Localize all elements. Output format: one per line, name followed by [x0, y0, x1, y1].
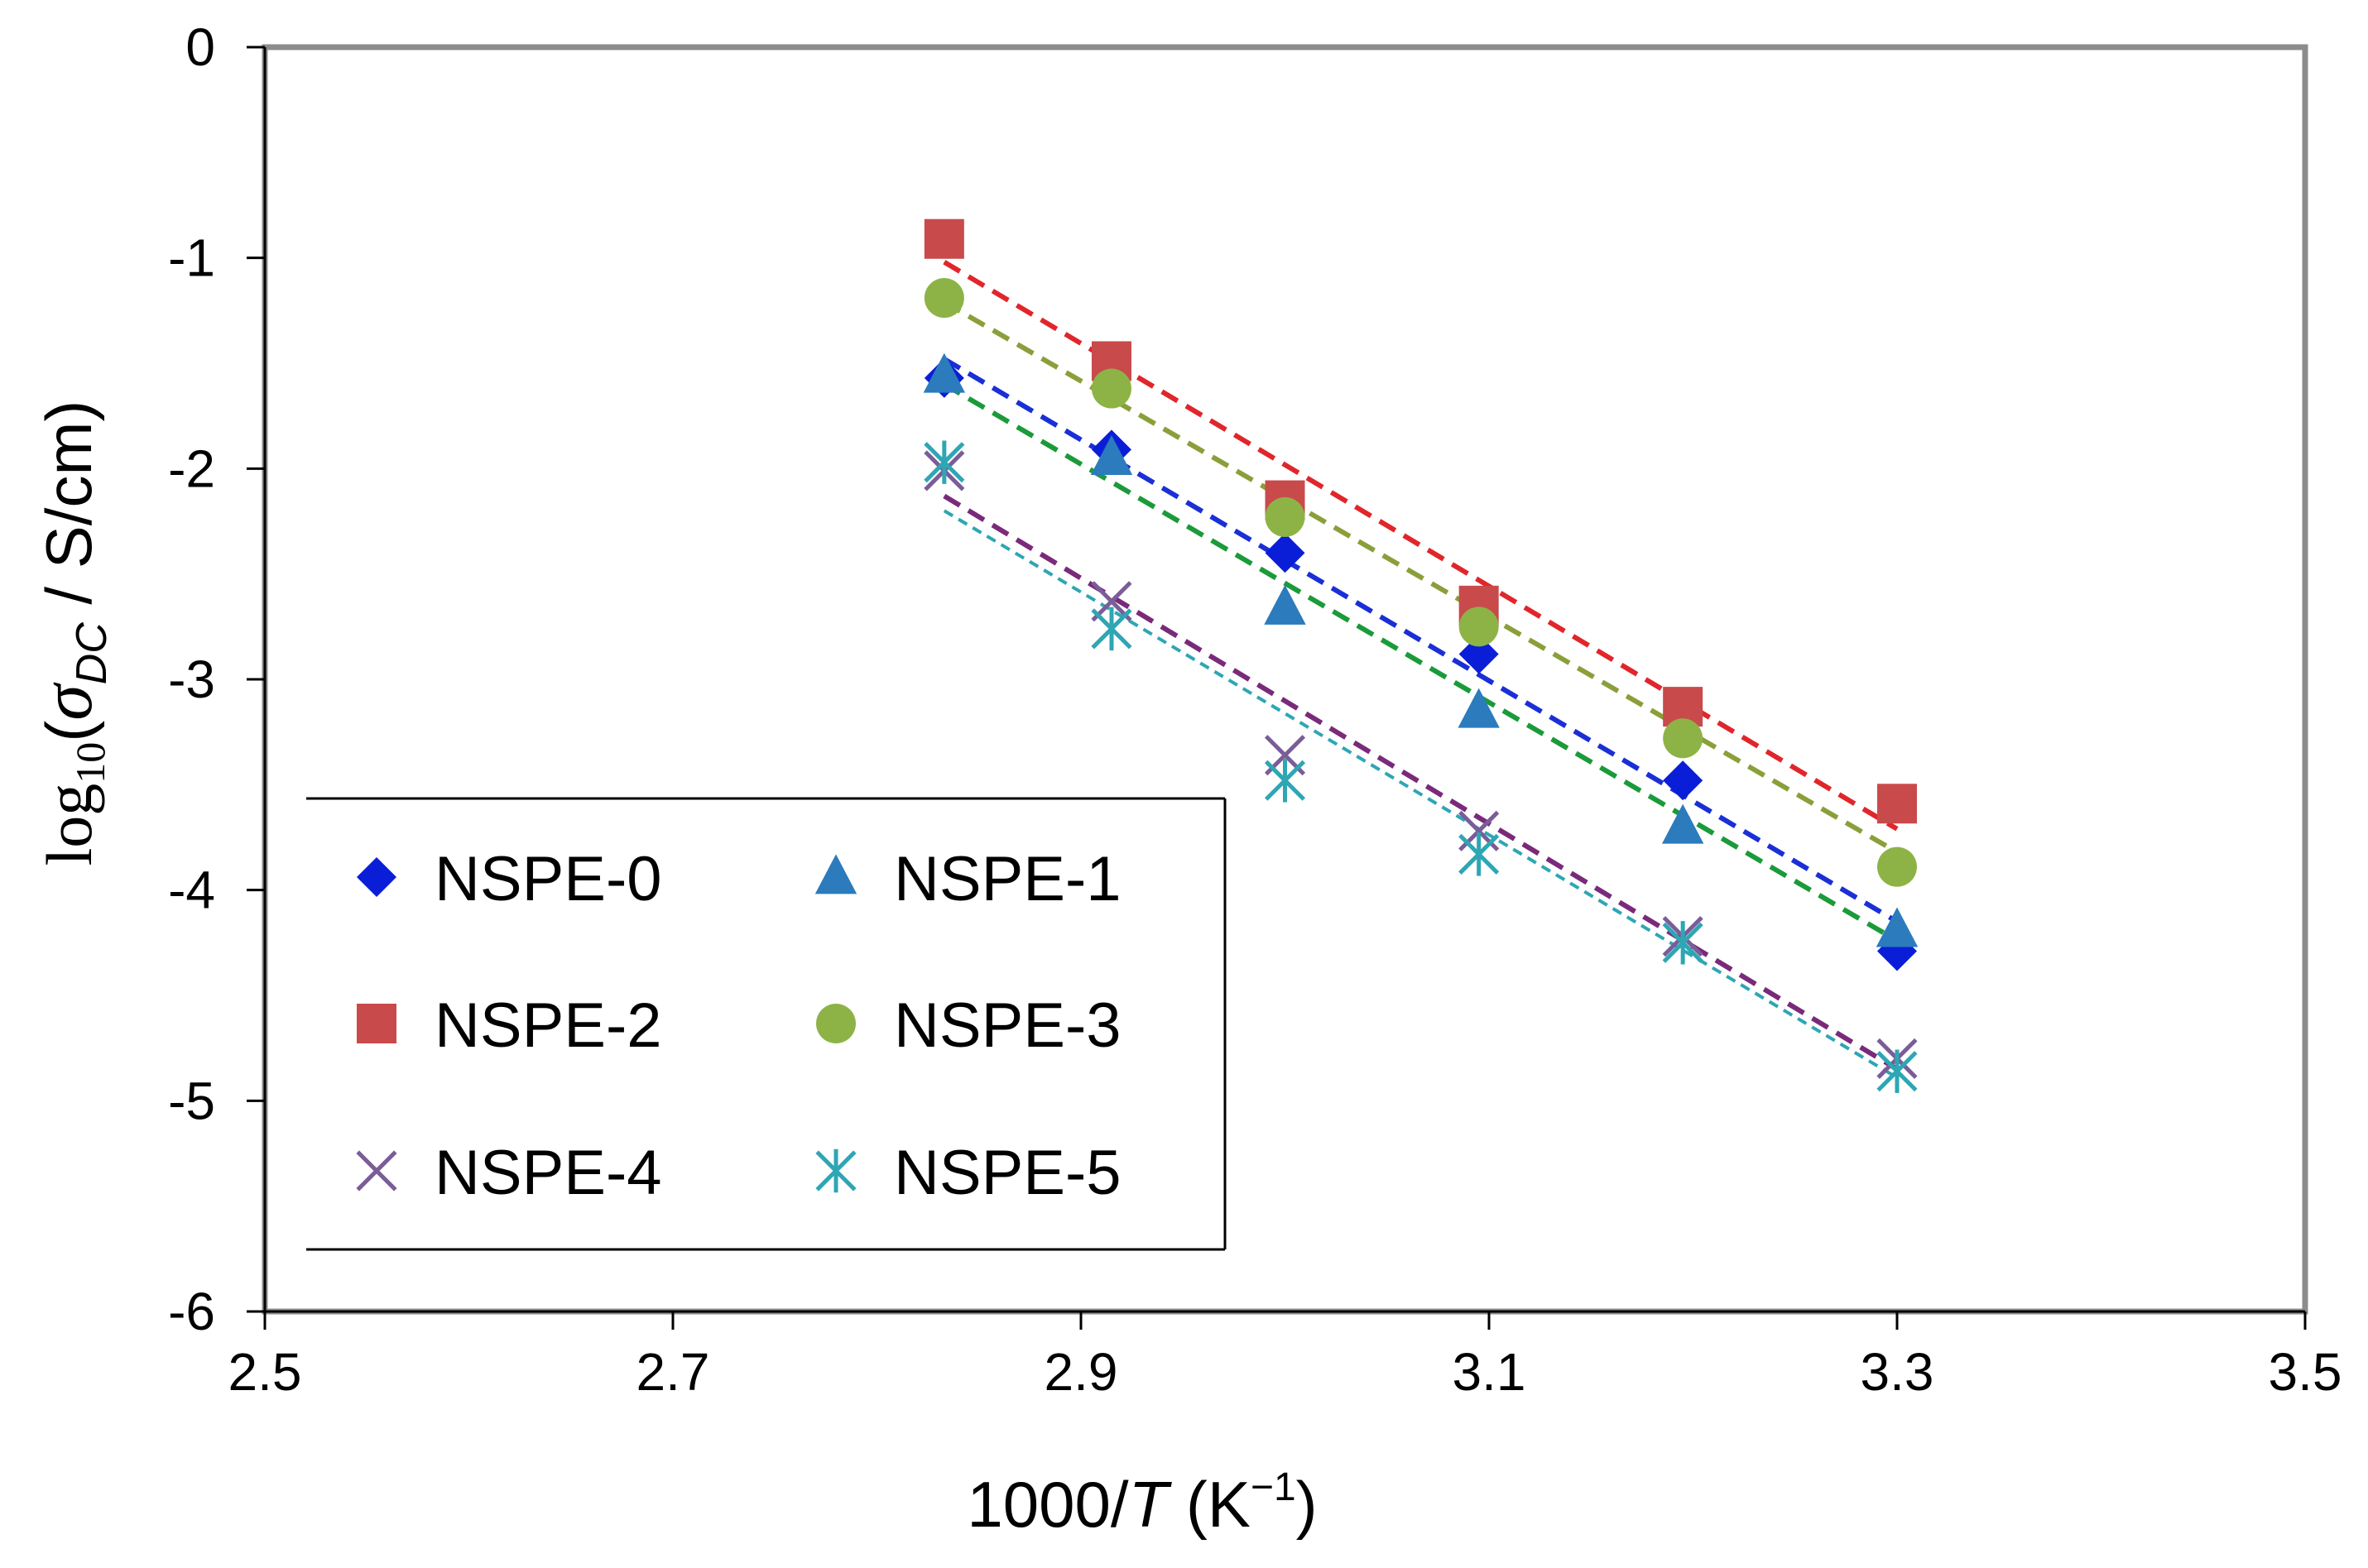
nspe-5-fit-line: [943, 509, 1899, 1080]
x-tick-label: 3.1: [1453, 1342, 1526, 1402]
nspe-5-point: [924, 440, 965, 484]
nspe-1-point: [1264, 584, 1306, 625]
x-tick-label: 2.5: [228, 1342, 302, 1402]
nspe-3-fit-line: [943, 300, 1899, 855]
y-tick-label: -4: [168, 861, 215, 920]
y-axis-title: log10(σDC / S/cm): [27, 400, 116, 866]
y-axis-ticks: 0 -1 -2 -3 -4 -5 -6: [168, 17, 265, 1341]
nspe-4-legend-label: NSPE-4: [435, 1138, 662, 1208]
nspe-2-legend-label: NSPE-2: [435, 990, 662, 1061]
nspe-2-point: [1877, 784, 1917, 824]
nspe-3-legend-marker: [816, 1004, 856, 1043]
nspe-3-point: [1877, 846, 1917, 887]
nspe-3-legend-label: NSPE-3: [894, 990, 1122, 1061]
x-axis-ticks: 2.5 2.7 2.9 3.1 3.3 3.5: [228, 1311, 2342, 1402]
nspe-5-point: [1458, 832, 1500, 876]
nspe-1-point: [923, 352, 966, 393]
y-tick-label: -5: [168, 1071, 215, 1130]
nspe-3-point: [1458, 607, 1499, 647]
nspe-0-point: [1458, 634, 1499, 674]
y-tick-label: -6: [168, 1282, 215, 1341]
x-tick-label: 3.5: [2269, 1342, 2342, 1402]
legend: NSPE-0 NSPE-1 NSPE-2 NSPE-3 NSPE-4 NSPE-5: [306, 797, 1227, 1251]
x-tick-label: 2.9: [1045, 1342, 1118, 1402]
nspe-1-legend-marker: [814, 854, 857, 894]
legend-box: [306, 798, 1225, 1249]
nspe-1-legend-label: NSPE-1: [894, 844, 1122, 914]
y-tick-label: -3: [168, 650, 215, 709]
nspe-2-fit-line: [943, 260, 1899, 832]
nspe-1-point: [1661, 803, 1704, 844]
y-tick-label: 0: [185, 17, 215, 77]
nspe-5-legend-label: NSPE-5: [894, 1138, 1122, 1208]
nspe-4-legend-marker: [356, 1150, 397, 1192]
x-tick-label: 3.3: [1861, 1342, 1934, 1402]
nspe-5-legend-marker: [815, 1148, 857, 1193]
nspe-3-point: [1265, 496, 1305, 537]
nspe-0-point: [1663, 760, 1703, 801]
nspe-1-point: [1876, 907, 1919, 947]
nspe-0-point: [1265, 533, 1305, 573]
nspe-5-point: [1876, 1049, 1918, 1093]
data-points: [923, 218, 1919, 1093]
nspe-2-legend-marker: [357, 1004, 396, 1043]
nspe-3-point: [1663, 718, 1703, 759]
nspe-3-point: [924, 278, 964, 319]
nspe-1-point: [1458, 688, 1500, 728]
nspe-5-point: [1264, 759, 1306, 803]
nspe-5-point: [1662, 921, 1703, 965]
y-tick-label: -2: [168, 439, 215, 498]
nspe-3-point: [1091, 368, 1131, 409]
nspe-0-legend-marker: [357, 857, 396, 897]
nspe-1-point: [1090, 435, 1133, 475]
nspe-0-legend-label: NSPE-0: [435, 844, 662, 914]
x-tick-label: 2.7: [636, 1342, 710, 1402]
nspe-1-fit-line: [943, 381, 1899, 943]
y-tick-label: -1: [168, 228, 215, 288]
x-axis-title: 1000/T (K−1): [967, 1465, 1317, 1541]
nspe-2-point: [924, 218, 964, 259]
nspe-5-point: [1091, 607, 1132, 651]
